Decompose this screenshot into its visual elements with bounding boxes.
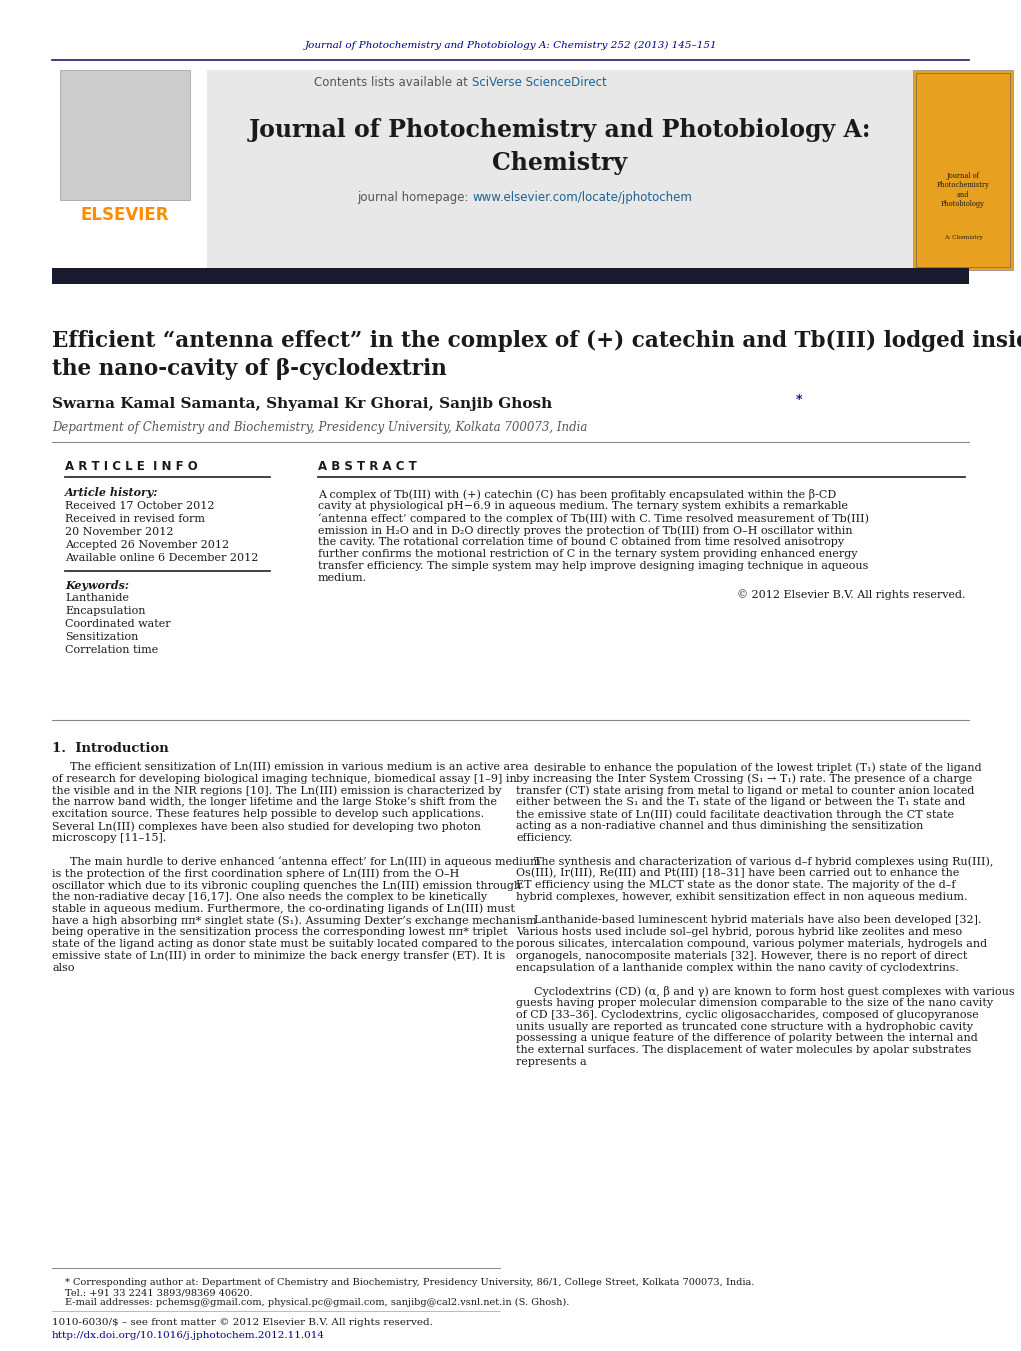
Text: ET efficiency using the MLCT state as the donor state. The majority of the d–f: ET efficiency using the MLCT state as th… [516,880,956,890]
Text: *: * [796,394,803,407]
Text: the non-radiative decay [16,17]. One also needs the complex to be kinetically: the non-radiative decay [16,17]. One als… [52,892,487,902]
Text: of research for developing biological imaging technique, biomedical assay [1–9] : of research for developing biological im… [52,774,517,784]
Text: Keywords:: Keywords: [65,580,129,590]
Text: hybrid complexes, however, exhibit sensitization effect in non aqueous medium.: hybrid complexes, however, exhibit sensi… [516,892,968,902]
Text: Journal of Photochemistry and Photobiology A: Chemistry 252 (2013) 145–151: Journal of Photochemistry and Photobiolo… [304,41,718,50]
Bar [60,70,190,200]
Text: The synthesis and characterization of various d–f hybrid complexes using Ru(III): The synthesis and characterization of va… [534,857,993,867]
Text: by increasing the Inter System Crossing (S₁ → T₁) rate. The presence of a charge: by increasing the Inter System Crossing … [516,774,972,785]
Bar [52,267,969,284]
Text: http://dx.doi.org/10.1016/j.jphotochem.2012.11.014: http://dx.doi.org/10.1016/j.jphotochem.2… [52,1331,325,1340]
Text: The main hurdle to derive enhanced ‘antenna effect’ for Ln(III) in aqueous mediu: The main hurdle to derive enhanced ‘ante… [70,857,541,867]
Text: Received 17 October 2012: Received 17 October 2012 [65,501,214,511]
Text: journal homepage:: journal homepage: [356,190,472,204]
Text: www.elsevier.com/locate/jphotochem: www.elsevier.com/locate/jphotochem [472,190,692,204]
Bar [913,70,1013,270]
Text: the cavity. The rotational correlation time of bound C obtained from time resolv: the cavity. The rotational correlation t… [318,536,844,547]
Text: Lanthanide: Lanthanide [65,593,129,603]
Text: being operative in the sensitization process the corresponding lowest ππ* triple: being operative in the sensitization pro… [52,927,507,938]
Text: Swarna Kamal Samanta, Shyamal Kr Ghorai, Sanjib Ghosh: Swarna Kamal Samanta, Shyamal Kr Ghorai,… [52,397,552,411]
Text: possessing a unique feature of the difference of polarity between the internal a: possessing a unique feature of the diffe… [516,1034,978,1043]
Text: Article history:: Article history: [65,486,158,499]
Text: Tel.: +91 33 2241 3893/98369 40620.: Tel.: +91 33 2241 3893/98369 40620. [65,1288,252,1297]
Text: stable in aqueous medium. Furthermore, the co-ordinating ligands of Ln(III) must: stable in aqueous medium. Furthermore, t… [52,904,515,915]
Text: acting as a non-radiative channel and thus diminishing the sensitization: acting as a non-radiative channel and th… [516,821,923,831]
Text: Journal of
Photochemistry
and
Photobiology: Journal of Photochemistry and Photobiolo… [936,172,989,208]
Text: ‘antenna effect’ compared to the complex of Tb(III) with C. Time resolved measur: ‘antenna effect’ compared to the complex… [318,513,869,524]
Text: Efficient “antenna effect” in the complex of (+) catechin and Tb(III) lodged ins: Efficient “antenna effect” in the comple… [52,330,1021,380]
Text: porous silicates, intercalation compound, various polymer materials, hydrogels a: porous silicates, intercalation compound… [516,939,987,948]
Text: transfer (CT) state arising from metal to ligand or metal to counter anion locat: transfer (CT) state arising from metal t… [516,785,974,796]
Text: Several Ln(III) complexes have been also studied for developing two photon: Several Ln(III) complexes have been also… [52,821,481,832]
Text: the narrow band width, the longer lifetime and the large Stoke’s shift from the: the narrow band width, the longer lifeti… [52,797,497,808]
Text: the visible and in the NIR regions [10]. The Ln(III) emission is characterized b: the visible and in the NIR regions [10].… [52,785,501,796]
Bar [207,70,913,270]
Text: ELSEVIER: ELSEVIER [81,205,169,224]
Text: 1010-6030/$ – see front matter © 2012 Elsevier B.V. All rights reserved.: 1010-6030/$ – see front matter © 2012 El… [52,1319,433,1327]
Text: A B S T R A C T: A B S T R A C T [318,459,417,473]
Text: Encapsulation: Encapsulation [65,607,146,616]
Text: excitation source. These features help possible to develop such applications.: excitation source. These features help p… [52,809,484,819]
Bar [916,73,1010,267]
Text: have a high absorbing ππ* singlet state (S₁). Assuming Dexter’s exchange mechani: have a high absorbing ππ* singlet state … [52,916,537,925]
Text: 1.  Introduction: 1. Introduction [52,742,168,755]
Text: Department of Chemistry and Biochemistry, Presidency University, Kolkata 700073,: Department of Chemistry and Biochemistry… [52,422,587,434]
Text: emissive state of Ln(III) in order to minimize the back energy transfer (ET). It: emissive state of Ln(III) in order to mi… [52,951,505,962]
Text: © 2012 Elsevier B.V. All rights reserved.: © 2012 Elsevier B.V. All rights reserved… [736,589,965,600]
Text: Sensitization: Sensitization [65,632,139,642]
Text: Various hosts used include sol–gel hybrid, porous hybrid like zeolites and meso: Various hosts used include sol–gel hybri… [516,927,962,938]
Text: Os(III), Ir(III), Re(III) and Pt(III) [18–31] have been carried out to enhance t: Os(III), Ir(III), Re(III) and Pt(III) [1… [516,869,960,878]
Text: desirable to enhance the population of the lowest triplet (T₁) state of the liga: desirable to enhance the population of t… [534,762,981,773]
Text: Correlation time: Correlation time [65,644,158,655]
Text: A complex of Tb(III) with (+) catechin (C) has been profitably encapsulated with: A complex of Tb(III) with (+) catechin (… [318,489,836,500]
Text: A: Chemistry: A: Chemistry [943,235,982,240]
Text: SciVerse ScienceDirect: SciVerse ScienceDirect [472,77,606,89]
Text: organogels, nanocomposite materials [32]. However, there is no report of direct: organogels, nanocomposite materials [32]… [516,951,967,961]
Text: Chemistry: Chemistry [492,151,628,176]
Text: Available online 6 December 2012: Available online 6 December 2012 [65,553,258,563]
Text: The efficient sensitization of Ln(III) emission in various medium is an active a: The efficient sensitization of Ln(III) e… [70,762,529,773]
Text: Received in revised form: Received in revised form [65,513,205,524]
Text: Journal of Photochemistry and Photobiology A:: Journal of Photochemistry and Photobiolo… [249,118,871,142]
Text: Lanthanide-based luminescent hybrid materials have also been developed [32].: Lanthanide-based luminescent hybrid mate… [534,916,981,925]
Text: Cyclodextrins (CD) (α, β and γ) are known to form host guest complexes with vari: Cyclodextrins (CD) (α, β and γ) are know… [534,986,1015,997]
Text: state of the ligand acting as donor state must be suitably located compared to t: state of the ligand acting as donor stat… [52,939,515,948]
Text: guests having proper molecular dimension comparable to the size of the nano cavi: guests having proper molecular dimension… [516,998,993,1008]
Text: 20 November 2012: 20 November 2012 [65,527,174,536]
Text: A R T I C L E  I N F O: A R T I C L E I N F O [65,459,198,473]
Text: is the protection of the first coordination sphere of Ln(III) from the O–H: is the protection of the first coordinat… [52,869,459,878]
Text: also: also [52,963,75,973]
Text: either between the S₁ and the T₁ state of the ligand or between the T₁ state and: either between the S₁ and the T₁ state o… [516,797,965,808]
Text: efficiency.: efficiency. [516,832,573,843]
Text: the emissive state of Ln(III) could facilitate deactivation through the CT state: the emissive state of Ln(III) could faci… [516,809,954,820]
Text: oscillator which due to its vibronic coupling quenches the Ln(III) emission thro: oscillator which due to its vibronic cou… [52,880,521,890]
Text: Contents lists available at: Contents lists available at [314,77,472,89]
Text: transfer efficiency. The simple system may help improve designing imaging techni: transfer efficiency. The simple system m… [318,561,869,571]
Text: represents a: represents a [516,1056,587,1067]
Text: E-mail addresses: pchemsg@gmail.com, physical.pc@gmail.com, sanjibg@cal2.vsnl.ne: E-mail addresses: pchemsg@gmail.com, phy… [65,1298,570,1308]
Text: units usually are reported as truncated cone structure with a hydrophobic cavity: units usually are reported as truncated … [516,1021,973,1032]
Text: of CD [33–36]. Cyclodextrins, cyclic oligosaccharides, composed of glucopyranose: of CD [33–36]. Cyclodextrins, cyclic oli… [516,1009,979,1020]
Text: the external surfaces. The displacement of water molecules by apolar substrates: the external surfaces. The displacement … [516,1046,971,1055]
Text: Accepted 26 November 2012: Accepted 26 November 2012 [65,540,229,550]
Text: microscopy [11–15].: microscopy [11–15]. [52,832,166,843]
Text: further confirms the motional restriction of C in the ternary system providing e: further confirms the motional restrictio… [318,549,858,559]
Text: * Corresponding author at: Department of Chemistry and Biochemistry, Presidency : * Corresponding author at: Department of… [65,1278,755,1288]
Text: encapsulation of a lanthanide complex within the nano cavity of cyclodextrins.: encapsulation of a lanthanide complex wi… [516,963,959,973]
Text: emission in H₂O and in D₂O directly proves the protection of Tb(III) from O–H os: emission in H₂O and in D₂O directly prov… [318,526,853,535]
Text: medium.: medium. [318,573,368,584]
Text: cavity at physiological pH−6.9 in aqueous medium. The ternary system exhibits a : cavity at physiological pH−6.9 in aqueou… [318,501,848,511]
Text: Coordinated water: Coordinated water [65,619,171,630]
